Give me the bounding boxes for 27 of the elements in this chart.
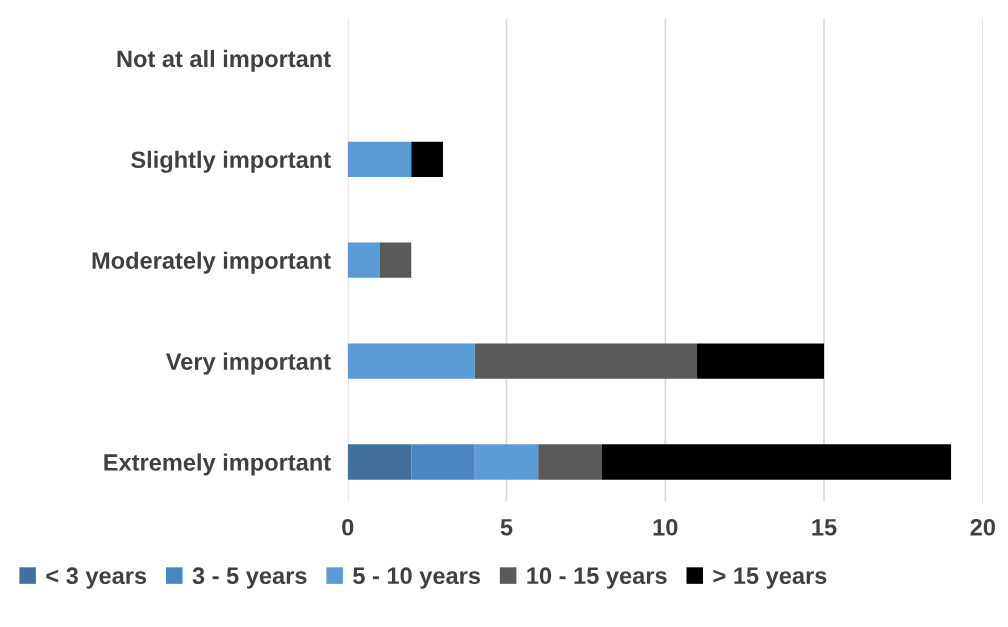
y-tick-label: Not at all important bbox=[117, 49, 331, 72]
bar bbox=[347, 343, 475, 379]
y-tick-label: Moderately important bbox=[92, 251, 331, 274]
bar bbox=[697, 343, 825, 379]
bar bbox=[411, 444, 475, 480]
legend-label: 10 - 15 years bbox=[527, 567, 667, 589]
y-tick-label: Very important bbox=[165, 352, 331, 375]
bar bbox=[411, 141, 444, 177]
legend-label: > 15 years bbox=[713, 567, 827, 589]
x-tick-label: 10 bbox=[653, 518, 678, 536]
bar bbox=[474, 343, 698, 379]
x-tick-label: 20 bbox=[970, 518, 995, 536]
bar bbox=[601, 444, 952, 480]
x-tick-label: 15 bbox=[812, 519, 837, 536]
x-tick-label: 5 bbox=[500, 519, 513, 536]
y-tick-label: Slightly important bbox=[131, 150, 331, 173]
bar bbox=[347, 242, 380, 278]
bar bbox=[474, 444, 539, 480]
bar bbox=[347, 444, 412, 480]
legend-label: 5 - 10 years bbox=[353, 567, 481, 589]
bar bbox=[347, 141, 412, 177]
legend-label: 3 - 5 years bbox=[192, 567, 307, 589]
bar bbox=[379, 242, 412, 278]
x-tick-label: 0 bbox=[342, 518, 354, 536]
y-tick-label: Extremely important bbox=[104, 453, 331, 476]
legend-label: < 3 years bbox=[46, 567, 147, 589]
bar bbox=[538, 444, 602, 480]
